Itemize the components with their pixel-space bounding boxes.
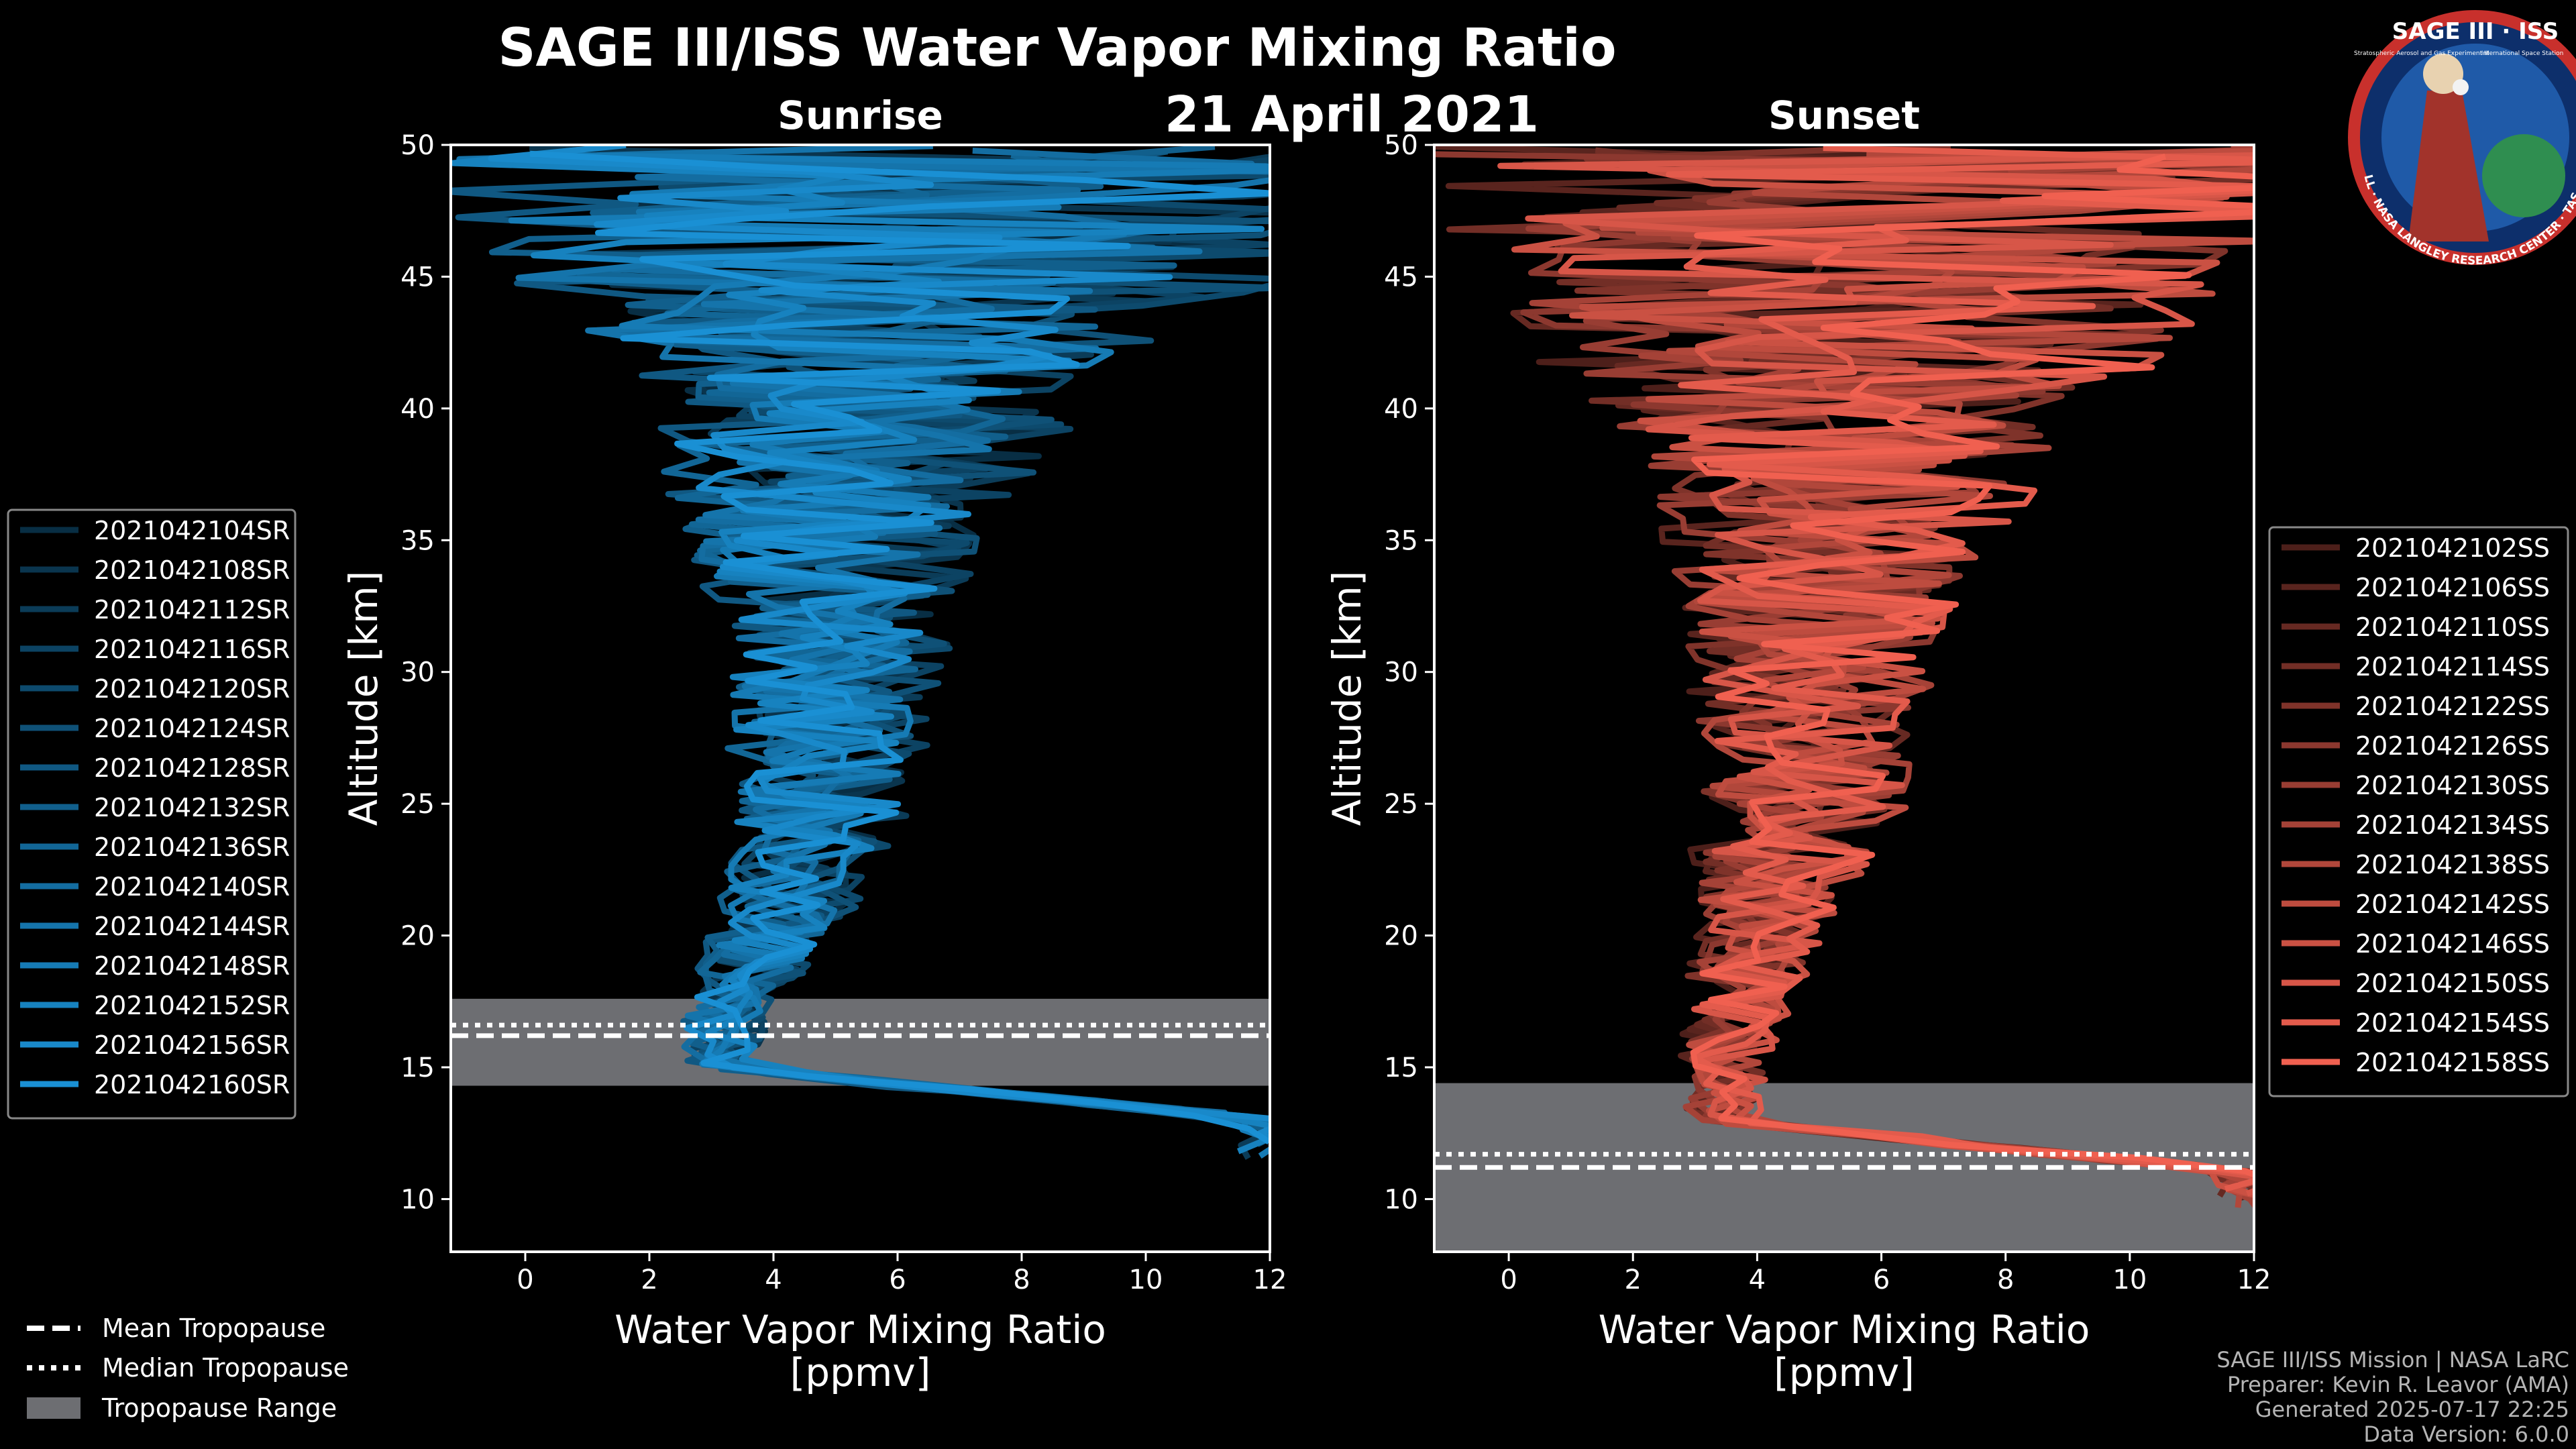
legend-box (2268, 526, 2569, 1097)
tropopause-range-swatch (27, 1397, 80, 1419)
x-tick-label: 4 (1749, 1265, 1766, 1295)
tropopause-range-label: Tropopause Range (101, 1393, 337, 1423)
tropopause-legend: Mean Tropopause Median Tropopause Tropop… (27, 1313, 349, 1423)
legend-box (7, 508, 297, 1120)
legend-entry: 2021042126SS (2355, 731, 2550, 761)
x-tick-label: 8 (1997, 1265, 2014, 1295)
footer-line-4: Data Version: 6.0.0 (2363, 1421, 2569, 1447)
x-tick-label: 0 (517, 1265, 533, 1295)
y-tick-label: 30 (400, 657, 435, 688)
legend-entry: 2021042142SS (2355, 890, 2550, 919)
y-tick-label: 20 (400, 921, 435, 952)
y-tick-label: 30 (1384, 657, 1418, 688)
footer-line-3: Generated 2025-07-17 22:25 (2255, 1397, 2569, 1422)
legend-entry: 2021042132SR (94, 793, 290, 822)
footer: SAGE III/ISS Mission | NASA LaRC Prepare… (2216, 1347, 2569, 1447)
legend-entry: 2021042120SR (94, 674, 290, 704)
plot-frame (1433, 144, 2255, 1253)
legend-entry: 2021042124SR (94, 714, 290, 743)
legend-entry: 2021042102SS (2355, 533, 2550, 563)
legend-entry: 2021042114SS (2355, 652, 2550, 682)
legend-entry: 2021042112SR (94, 595, 290, 625)
plot-frame (449, 144, 1271, 1253)
panel-title: Sunset (1768, 93, 1920, 138)
x-tick-label: 8 (1013, 1265, 1030, 1295)
x-tick-label: 10 (1129, 1265, 1163, 1295)
legend-entry: 2021042156SR (94, 1030, 290, 1060)
legend-entry: 2021042148SR (94, 951, 290, 981)
tropopause-range-band (451, 998, 1270, 1086)
x-tick-label: 2 (641, 1265, 657, 1295)
y-tick-label: 10 (1384, 1184, 1418, 1215)
y-axis-label: Altitude [km] (1324, 571, 1370, 826)
y-tick-label: 50 (1384, 130, 1418, 161)
median-tropopause-label: Median Tropopause (102, 1353, 349, 1383)
legend-entry: 2021042152SR (94, 991, 290, 1020)
sunrise-panel: 0 2 4 6 8 10 12 10 15 20 25 30 35 40 45 50 Sunrise Water … (341, 93, 1287, 1395)
x-tick-label: 12 (1253, 1265, 1287, 1295)
y-tick-label: 15 (400, 1053, 435, 1083)
legend-entry: 2021042136SR (94, 833, 290, 862)
x-tick-label: 12 (2237, 1265, 2271, 1295)
profile-line-2021042160SR (529, 150, 1270, 1145)
y-tick-label: 35 (400, 525, 435, 556)
footer-line-2: Preparer: Kevin R. Leavor (AMA) (2227, 1372, 2569, 1397)
x-tick-label: 6 (1873, 1265, 1890, 1295)
legend-entry: 2021042160SR (94, 1070, 290, 1099)
y-tick-label: 35 (1384, 525, 1418, 556)
y-axis-label: Altitude [km] (341, 571, 386, 826)
legend-entry: 2021042110SS (2355, 612, 2550, 642)
legend-entry: 2021042106SS (2355, 573, 2550, 602)
legend-entry: 2021042104SR (94, 516, 290, 545)
panel-title: Sunrise (777, 93, 943, 138)
sunset-legend: 2021042102SS 2021042106SS 2021042110SS 2021… (2268, 526, 2569, 1097)
x-tick-label: 10 (2112, 1265, 2147, 1295)
profile-line-2021042154SS (1666, 145, 2254, 1192)
x-tick-label: 2 (1625, 1265, 1642, 1295)
y-tick-label: 45 (400, 262, 435, 292)
y-tick-label: 25 (1384, 789, 1418, 820)
y-tick-label: 20 (1384, 921, 1418, 952)
legend-entry: 2021042144SR (94, 912, 290, 941)
legend-entry: 2021042150SS (2355, 969, 2550, 998)
y-tick-label: 45 (1384, 262, 1418, 292)
logo-title: SAGE III · ISS (2392, 18, 2559, 45)
x-axis-label: Water Vapor Mixing Ratio (614, 1307, 1106, 1352)
profile-line-2021042158SS (1690, 153, 2254, 1178)
legend-entry: 2021042140SR (94, 872, 290, 902)
sunset-panel: 0 2 4 6 8 10 12 10 15 20 25 30 35 40 45 50 Sunset Water V… (1324, 93, 2271, 1395)
logo-partner: International Space Station (2481, 50, 2564, 57)
legend-entry: 2021042108SR (94, 555, 290, 585)
legend-entry: 2021042134SS (2355, 810, 2550, 840)
legend-entry: 2021042154SS (2355, 1008, 2550, 1038)
legend-entry: 2021042116SR (94, 635, 290, 664)
x-axis-label: Water Vapor Mixing Ratio (1599, 1307, 2090, 1352)
figure-date: 21 April 2021 (1165, 86, 1539, 144)
legend-entry: 2021042128SR (94, 753, 290, 783)
mean-tropopause-label: Mean Tropopause (102, 1313, 325, 1343)
y-tick-label: 50 (400, 130, 435, 161)
footer-line-1: SAGE III/ISS Mission | NASA LaRC (2216, 1347, 2569, 1373)
logo-subtitle: Stratospheric Aerosol and Gas Experiment… (2354, 50, 2489, 57)
profile-line-2021042150SS (1497, 152, 2254, 1197)
legend-entry: 2021042130SS (2355, 771, 2550, 800)
y-tick-label: 15 (1384, 1053, 1418, 1083)
y-tick-label: 25 (400, 789, 435, 820)
legend-entry: 2021042122SS (2355, 692, 2550, 721)
x-axis-label: [ppmv] (790, 1350, 931, 1395)
x-axis-label: [ppmv] (1774, 1350, 1915, 1395)
y-tick-label: 40 (1384, 394, 1418, 425)
legend-entry: 2021042146SS (2355, 929, 2550, 959)
y-tick-label: 10 (400, 1184, 435, 1215)
y-tick-label: 40 (400, 394, 435, 425)
x-tick-label: 0 (1500, 1265, 1517, 1295)
figure-title: SAGE III/ISS Water Vapor Mixing Ratio (498, 18, 1616, 78)
x-tick-label: 6 (889, 1265, 906, 1295)
legend-entry: 2021042138SS (2355, 850, 2550, 879)
x-tick-label: 4 (765, 1265, 782, 1295)
legend-entry: 2021042158SS (2355, 1048, 2550, 1077)
sunrise-legend: 2021042104SR 2021042108SR 2021042112SR 2021… (7, 508, 297, 1120)
